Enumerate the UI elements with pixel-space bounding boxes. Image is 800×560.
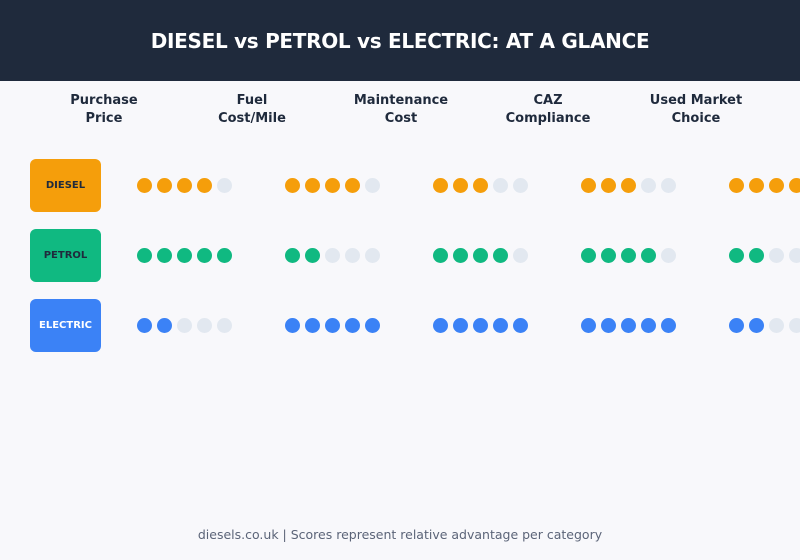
score-dot-filled — [513, 317, 528, 333]
score-dot-filled — [285, 177, 300, 193]
score-dot-filled — [473, 317, 488, 333]
column-header: Used Market Choice — [649, 93, 743, 126]
column-header: CAZ Compliance — [505, 93, 591, 126]
page-title: DIESEL vs PETROL vs ELECTRIC: AT A GLANC… — [150, 28, 650, 53]
score-dot-filled — [197, 247, 212, 263]
score-dot-filled — [305, 317, 320, 333]
score-dot-filled — [197, 177, 212, 193]
score-dot-filled — [641, 317, 656, 333]
score-dot-filled — [641, 247, 656, 263]
score-dot-filled — [621, 247, 636, 263]
score-dot-filled — [749, 177, 764, 193]
column-header: Fuel Cost/Mile — [218, 93, 286, 126]
score-dot-empty — [661, 177, 676, 193]
score-dot-empty — [789, 247, 800, 263]
score-dot-filled — [365, 317, 380, 333]
score-dot-filled — [433, 247, 448, 263]
score-dot-empty — [217, 177, 232, 193]
score-dot-filled — [493, 317, 508, 333]
score-dot-filled — [305, 177, 320, 193]
score-dot-filled — [749, 317, 764, 333]
score-dot-empty — [789, 317, 800, 333]
score-dot-filled — [137, 177, 152, 193]
footer-note: diesels.co.uk | Scores represent relativ… — [197, 527, 603, 542]
score-dot-empty — [365, 247, 380, 263]
score-dot-filled — [137, 247, 152, 263]
score-dot-filled — [493, 247, 508, 263]
score-dot-filled — [217, 247, 232, 263]
score-dot-filled — [749, 247, 764, 263]
score-dot-empty — [177, 317, 192, 333]
score-dot-empty — [769, 247, 784, 263]
score-dot-filled — [325, 177, 340, 193]
score-dot-filled — [621, 317, 636, 333]
score-dot-filled — [601, 247, 616, 263]
score-dot-empty — [365, 177, 380, 193]
fuel-badge-electric: ELECTRIC — [30, 299, 101, 352]
score-dot-filled — [601, 317, 616, 333]
score-dot-empty — [493, 177, 508, 193]
score-dot-empty — [513, 247, 528, 263]
score-dot-empty — [325, 247, 340, 263]
score-dot-filled — [453, 317, 468, 333]
score-dot-empty — [345, 247, 360, 263]
fuel-badge-diesel: DIESEL — [30, 159, 101, 212]
column-header: Maintenance Cost — [353, 93, 449, 126]
score-dot-empty — [661, 247, 676, 263]
score-dot-filled — [581, 177, 596, 193]
score-dot-empty — [197, 317, 212, 333]
score-dot-filled — [729, 247, 744, 263]
score-dot-filled — [473, 247, 488, 263]
score-dot-filled — [581, 247, 596, 263]
score-dot-filled — [285, 317, 300, 333]
score-dot-filled — [345, 317, 360, 333]
score-dot-filled — [453, 247, 468, 263]
score-dot-filled — [305, 247, 320, 263]
score-dot-filled — [157, 247, 172, 263]
score-dot-empty — [641, 177, 656, 193]
score-dot-filled — [157, 317, 172, 333]
score-dot-filled — [433, 177, 448, 193]
score-dot-filled — [453, 177, 468, 193]
score-dot-filled — [601, 177, 616, 193]
column-header: Purchase Price — [70, 93, 138, 126]
score-dot-filled — [581, 317, 596, 333]
score-dot-filled — [473, 177, 488, 193]
score-dot-filled — [729, 317, 744, 333]
score-dot-empty — [217, 317, 232, 333]
score-dot-filled — [769, 177, 784, 193]
score-dot-filled — [325, 317, 340, 333]
score-dot-filled — [661, 317, 676, 333]
score-dot-filled — [345, 177, 360, 193]
score-dot-filled — [729, 177, 744, 193]
score-dot-filled — [621, 177, 636, 193]
score-dot-filled — [789, 177, 800, 193]
score-dot-filled — [177, 247, 192, 263]
score-dot-filled — [177, 177, 192, 193]
score-dot-filled — [433, 317, 448, 333]
score-dot-filled — [285, 247, 300, 263]
score-dot-filled — [157, 177, 172, 193]
header-bar: DIESEL vs PETROL vs ELECTRIC: AT A GLANC… — [0, 0, 800, 81]
score-dot-filled — [137, 317, 152, 333]
score-dot-empty — [769, 317, 784, 333]
fuel-badge-petrol: PETROL — [30, 229, 101, 282]
score-dot-empty — [513, 177, 528, 193]
